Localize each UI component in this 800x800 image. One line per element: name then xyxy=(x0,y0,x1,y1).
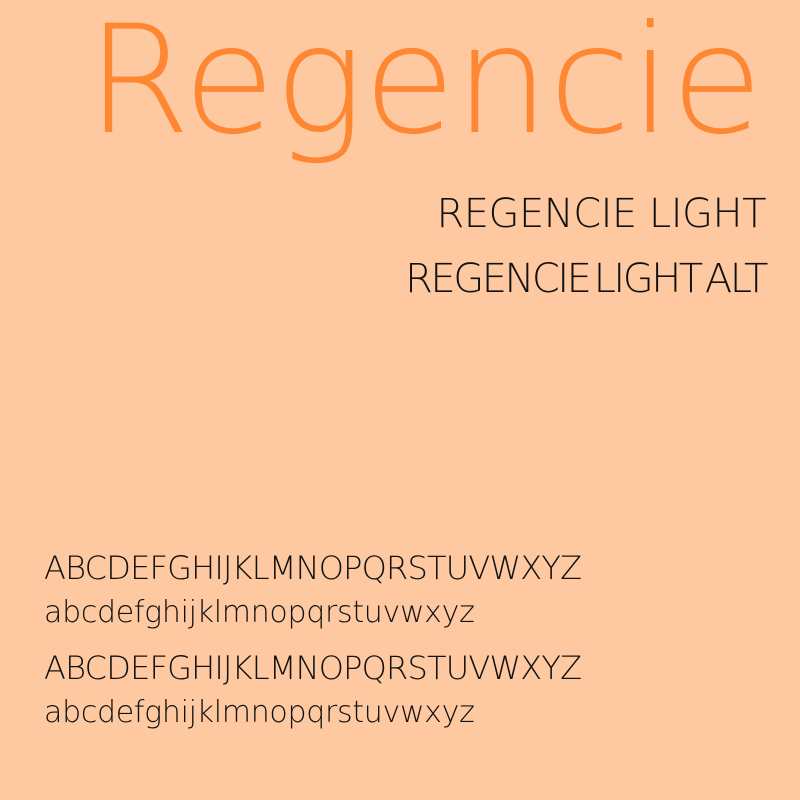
lowercase-alphabet-light-alt: abcdefghijklmnopqrstuvwxyz xyxy=(44,695,475,730)
uppercase-alphabet-light-alt: ABCDEFGHIJKLMNOPQRSTUVWXYZ xyxy=(44,649,582,687)
style-name-light: REGENCIE LIGHT xyxy=(436,191,766,237)
font-title: Regencie xyxy=(86,0,763,168)
style-name-light-alt: REGENCIE LIGHT ALT xyxy=(405,256,768,302)
alphabet-specimen: ABCDEFGHIJKLMNOPQRSTUVWXYZ abcdefghijklm… xyxy=(44,552,764,752)
uppercase-alphabet-light: ABCDEFGHIJKLMNOPQRSTUVWXYZ xyxy=(44,549,582,587)
lowercase-alphabet-light: abcdefghijklmnopqrstuvwxyz xyxy=(44,595,475,630)
